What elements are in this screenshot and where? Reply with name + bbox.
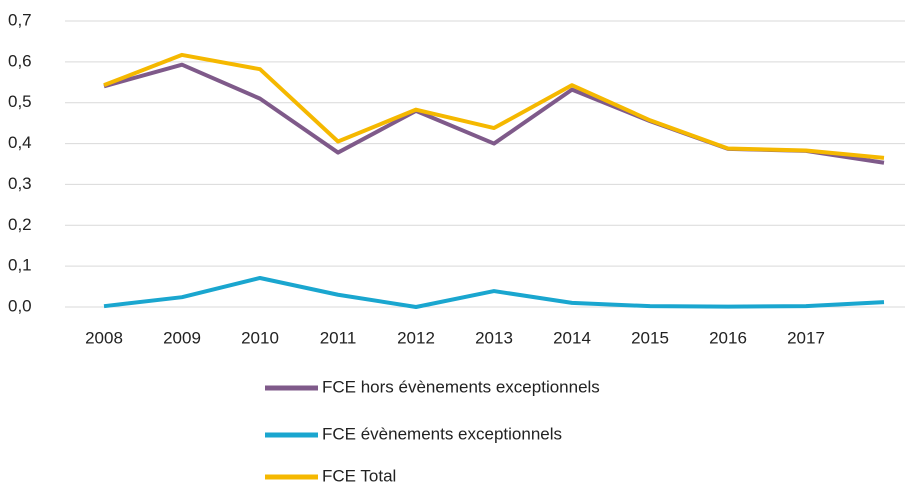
- series-line: [103, 52, 885, 160]
- x-tick-label: 2009: [163, 328, 201, 347]
- legend-label: FCE hors évènements exceptionnels: [322, 377, 600, 396]
- y-tick-label: 0,4: [8, 133, 32, 152]
- x-tick-label: 2017: [787, 328, 825, 347]
- legend-label: FCE Total: [322, 466, 396, 485]
- legend-label: FCE évènements exceptionnels: [322, 424, 562, 443]
- y-tick-label: 0,3: [8, 174, 32, 193]
- x-tick-label: 2011: [320, 328, 357, 347]
- x-tick-label: 2016: [709, 328, 747, 347]
- x-tick-label: 2012: [397, 328, 435, 347]
- y-tick-label: 0,0: [8, 296, 32, 315]
- series-line: [103, 275, 885, 309]
- y-tick-label: 0,5: [8, 92, 32, 111]
- y-tick-label: 0,6: [8, 51, 32, 70]
- y-tick-label: 0,7: [8, 10, 32, 29]
- y-tick-label: 0,1: [8, 256, 32, 275]
- x-tick-label: 2008: [85, 328, 123, 347]
- x-tick-label: 2015: [631, 328, 669, 347]
- x-tick-label: 2014: [553, 328, 591, 347]
- x-tick-label: 2010: [241, 328, 279, 347]
- y-tick-label: 0,2: [8, 215, 32, 234]
- x-tick-label: 2013: [475, 328, 513, 347]
